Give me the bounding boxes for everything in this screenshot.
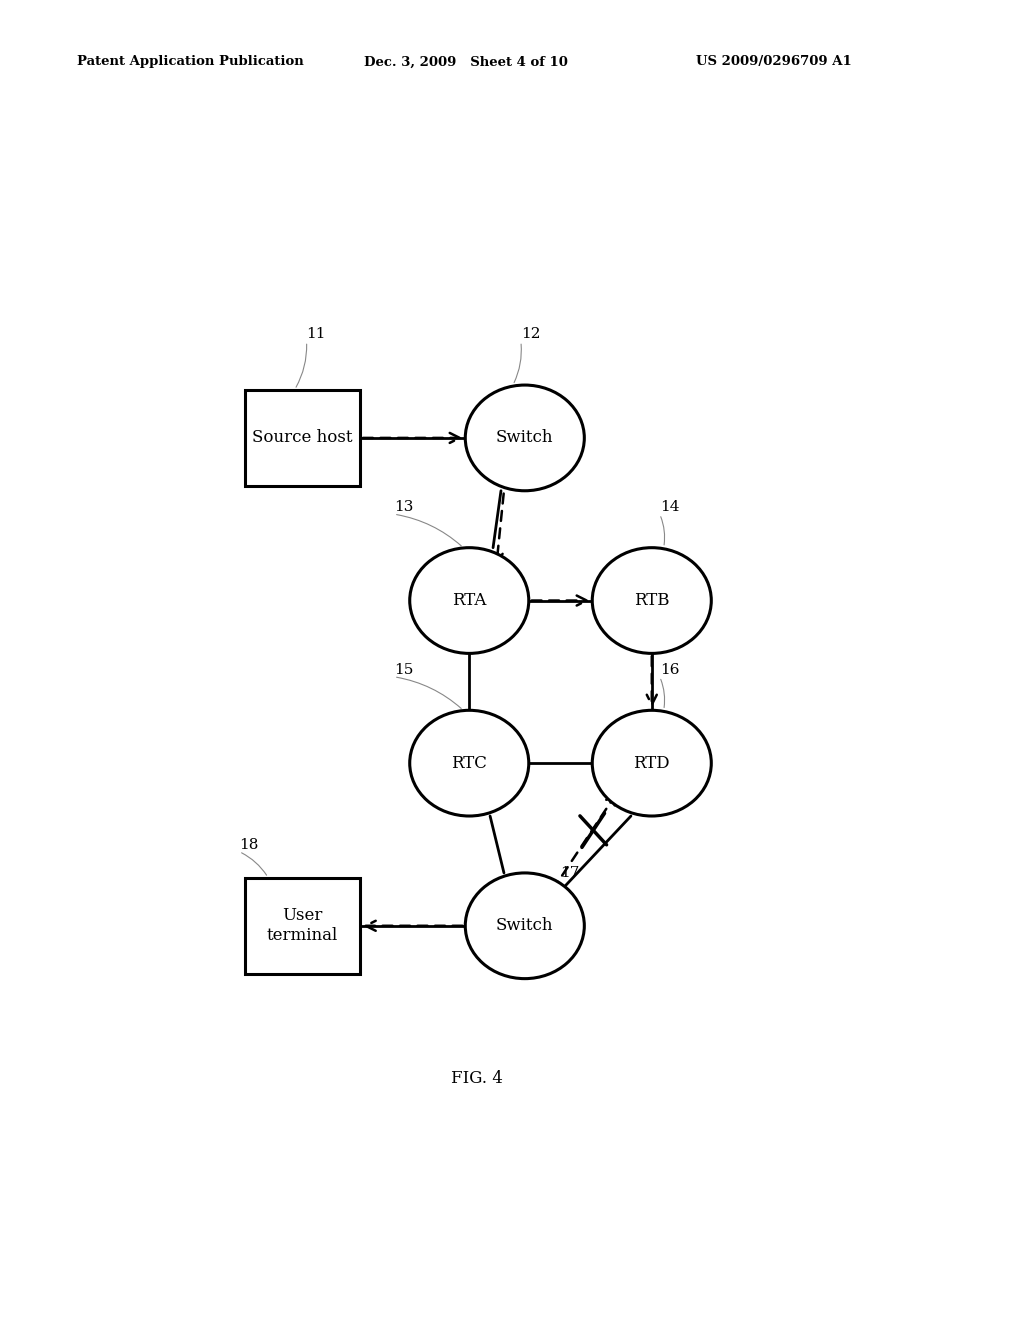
Text: Patent Application Publication: Patent Application Publication <box>77 55 303 69</box>
Bar <box>245 389 360 486</box>
Ellipse shape <box>465 385 585 491</box>
Ellipse shape <box>410 710 528 816</box>
Text: RTA: RTA <box>452 593 486 609</box>
Text: 13: 13 <box>394 500 414 515</box>
Text: 15: 15 <box>394 663 414 677</box>
Text: 12: 12 <box>521 327 541 342</box>
Text: FIG. 4: FIG. 4 <box>452 1069 503 1086</box>
Ellipse shape <box>410 548 528 653</box>
Text: US 2009/0296709 A1: US 2009/0296709 A1 <box>696 55 852 69</box>
Text: Source host: Source host <box>252 429 353 446</box>
Text: 14: 14 <box>659 500 679 515</box>
Text: RTB: RTB <box>634 593 670 609</box>
Ellipse shape <box>592 548 712 653</box>
Text: 16: 16 <box>659 663 679 677</box>
Text: Switch: Switch <box>496 917 554 935</box>
Text: 18: 18 <box>240 838 258 851</box>
Ellipse shape <box>592 710 712 816</box>
Bar <box>245 878 360 974</box>
Ellipse shape <box>465 873 585 978</box>
Text: RTC: RTC <box>452 755 487 772</box>
Text: 17: 17 <box>560 866 580 880</box>
Text: Dec. 3, 2009   Sheet 4 of 10: Dec. 3, 2009 Sheet 4 of 10 <box>364 55 567 69</box>
Text: 11: 11 <box>306 327 326 342</box>
Text: Switch: Switch <box>496 429 554 446</box>
Text: RTD: RTD <box>634 755 670 772</box>
Text: User
terminal: User terminal <box>267 907 338 944</box>
